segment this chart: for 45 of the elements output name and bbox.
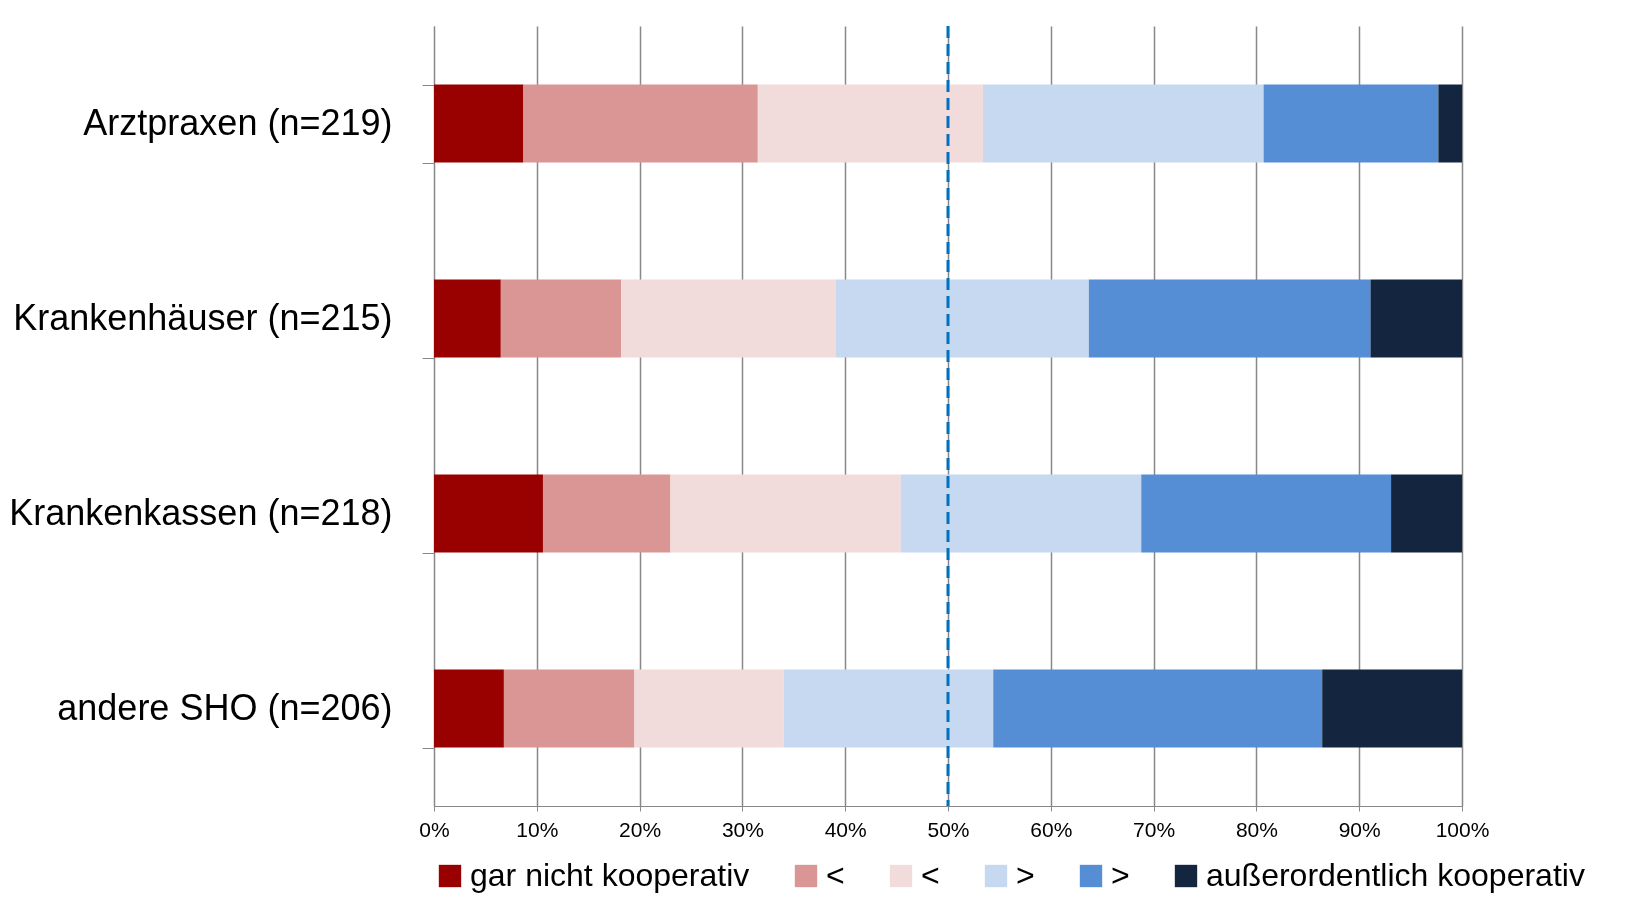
- x-tick-label: 90%: [1338, 817, 1381, 841]
- bar: [670, 474, 901, 553]
- bar: [1438, 84, 1462, 163]
- bar: [434, 669, 504, 748]
- bar: [1370, 279, 1462, 358]
- legend-label: >: [1016, 857, 1035, 893]
- legend-label: <: [826, 857, 845, 893]
- bar: [835, 279, 1089, 358]
- bar: [783, 669, 994, 748]
- bar: [503, 669, 635, 748]
- x-tick-label: 0%: [419, 817, 450, 841]
- bar: [757, 84, 983, 163]
- y-tick-label: andere SHO (n=206): [57, 687, 393, 728]
- x-tick-label: 20%: [619, 817, 662, 841]
- bar: [500, 279, 622, 358]
- bar: [523, 84, 758, 163]
- bar: [993, 669, 1323, 748]
- legend-label: gar nicht kooperativ: [470, 857, 750, 893]
- legend-label: >: [1111, 857, 1130, 893]
- x-tick-label: 30%: [721, 817, 764, 841]
- x-tick-label: 70%: [1133, 817, 1176, 841]
- bar: [1391, 474, 1462, 553]
- x-tick-label: 40%: [824, 817, 867, 841]
- x-tick-label: 80%: [1235, 817, 1278, 841]
- bar: [434, 474, 543, 553]
- bar: [982, 84, 1264, 163]
- bar: [621, 279, 836, 358]
- legend-label: außerordentlich kooperativ: [1206, 857, 1585, 893]
- y-tick-label: Krankenkassen (n=218): [9, 492, 393, 533]
- bar: [434, 279, 501, 358]
- x-tick-label: 100%: [1435, 817, 1490, 841]
- y-tick-label: Krankenhäuser (n=215): [13, 297, 393, 338]
- bar: [1263, 84, 1439, 163]
- x-tick-label: 10%: [516, 817, 559, 841]
- bar: [1141, 474, 1392, 553]
- bar: [900, 474, 1142, 553]
- bar: [434, 84, 524, 163]
- bar: [634, 669, 784, 748]
- legend-label: <: [921, 857, 940, 893]
- y-tick-label: Arztpraxen (n=219): [83, 102, 393, 143]
- bar: [1322, 669, 1462, 748]
- bar: [542, 474, 671, 553]
- bar: [1088, 279, 1371, 358]
- x-tick-label: 60%: [1030, 817, 1073, 841]
- x-tick-label: 50%: [927, 817, 970, 841]
